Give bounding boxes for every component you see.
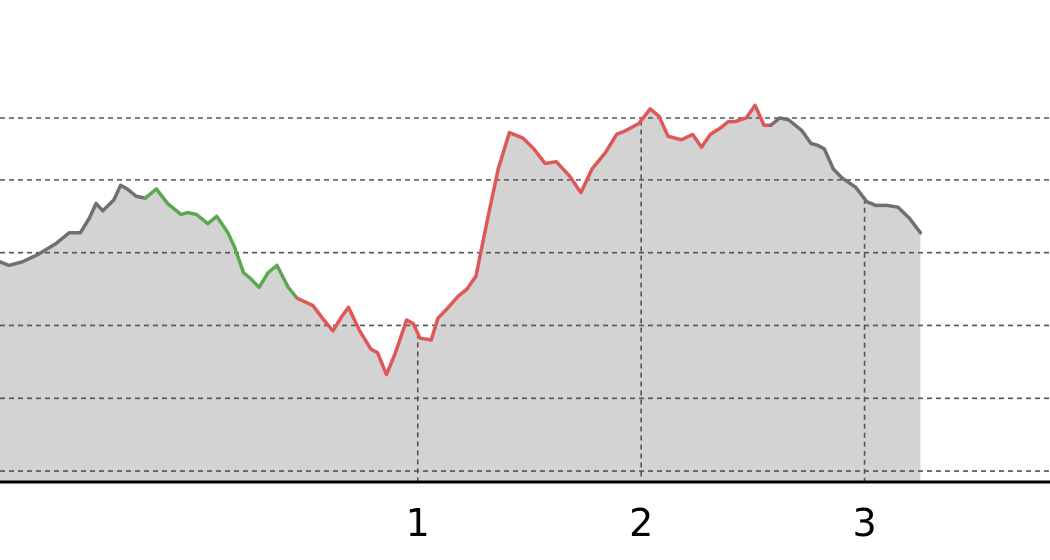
x-tick-label-1: 1 [406, 501, 430, 545]
grid [0, 117, 1050, 482]
elevation-line [0, 103, 923, 377]
line-segment-1 [143, 187, 299, 300]
area-fill [0, 105, 921, 483]
line-segment-0 [0, 183, 147, 268]
line-segment-3 [768, 116, 923, 235]
x-tick-label-2: 2 [629, 501, 653, 545]
line-segment-2 [295, 103, 773, 377]
x-tick-labels: 1 2 3 4 [406, 501, 877, 545]
area-fill-path [0, 105, 921, 483]
x-tick-label-3: 3 [852, 501, 876, 545]
